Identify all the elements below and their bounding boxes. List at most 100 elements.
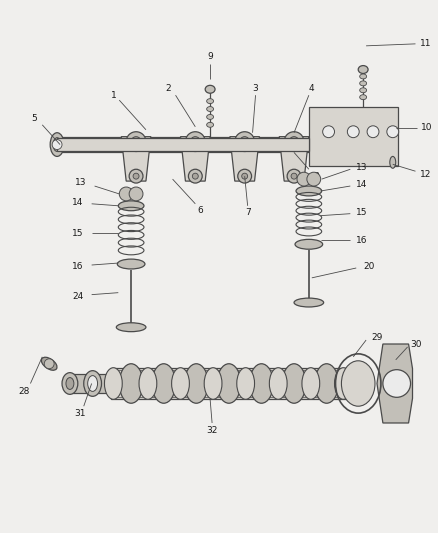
Text: 20: 20 bbox=[363, 262, 374, 271]
Text: 16: 16 bbox=[72, 262, 84, 271]
Circle shape bbox=[129, 187, 143, 201]
Ellipse shape bbox=[295, 239, 323, 249]
Text: 29: 29 bbox=[371, 333, 382, 342]
Ellipse shape bbox=[207, 99, 214, 103]
Polygon shape bbox=[111, 368, 353, 399]
Text: 16: 16 bbox=[356, 236, 368, 245]
Circle shape bbox=[291, 173, 297, 179]
Circle shape bbox=[119, 187, 133, 201]
Circle shape bbox=[52, 140, 62, 149]
Ellipse shape bbox=[117, 323, 146, 332]
Polygon shape bbox=[57, 138, 309, 151]
Circle shape bbox=[129, 169, 143, 183]
Ellipse shape bbox=[302, 368, 320, 399]
Ellipse shape bbox=[358, 66, 368, 74]
Ellipse shape bbox=[117, 259, 145, 269]
Circle shape bbox=[131, 136, 141, 147]
Circle shape bbox=[347, 126, 359, 138]
Polygon shape bbox=[230, 136, 259, 181]
Circle shape bbox=[240, 136, 250, 147]
Ellipse shape bbox=[119, 364, 143, 403]
Text: 1: 1 bbox=[110, 91, 116, 100]
Circle shape bbox=[367, 126, 379, 138]
Text: 10: 10 bbox=[421, 123, 433, 132]
Ellipse shape bbox=[360, 81, 367, 86]
Ellipse shape bbox=[50, 133, 64, 156]
Ellipse shape bbox=[294, 298, 324, 307]
Circle shape bbox=[387, 126, 399, 138]
Ellipse shape bbox=[53, 138, 61, 151]
Circle shape bbox=[188, 169, 202, 183]
Circle shape bbox=[133, 173, 139, 179]
Text: 28: 28 bbox=[19, 387, 30, 396]
Ellipse shape bbox=[152, 364, 176, 403]
Circle shape bbox=[383, 370, 410, 397]
Circle shape bbox=[307, 172, 321, 186]
Text: 15: 15 bbox=[72, 229, 84, 238]
Ellipse shape bbox=[204, 368, 222, 399]
Circle shape bbox=[289, 136, 299, 147]
Circle shape bbox=[297, 172, 311, 186]
Ellipse shape bbox=[217, 364, 241, 403]
Polygon shape bbox=[180, 136, 210, 181]
Text: 5: 5 bbox=[32, 115, 37, 124]
Text: 9: 9 bbox=[207, 52, 213, 61]
Circle shape bbox=[185, 132, 205, 151]
Ellipse shape bbox=[250, 364, 273, 403]
Ellipse shape bbox=[172, 368, 189, 399]
Circle shape bbox=[235, 132, 254, 151]
Ellipse shape bbox=[282, 364, 306, 403]
Polygon shape bbox=[72, 374, 114, 393]
Text: 8: 8 bbox=[314, 172, 320, 181]
Ellipse shape bbox=[84, 370, 102, 397]
Text: 13: 13 bbox=[75, 177, 87, 187]
Polygon shape bbox=[57, 136, 309, 152]
Ellipse shape bbox=[205, 85, 215, 93]
Ellipse shape bbox=[360, 88, 367, 93]
Text: 12: 12 bbox=[420, 169, 432, 179]
Polygon shape bbox=[111, 370, 348, 397]
Text: 14: 14 bbox=[72, 198, 84, 207]
Circle shape bbox=[44, 359, 54, 369]
Text: 2: 2 bbox=[166, 84, 171, 93]
Ellipse shape bbox=[296, 186, 321, 196]
Polygon shape bbox=[279, 136, 309, 181]
Circle shape bbox=[126, 132, 146, 151]
Ellipse shape bbox=[269, 368, 287, 399]
Ellipse shape bbox=[118, 201, 144, 211]
Circle shape bbox=[242, 173, 247, 179]
Circle shape bbox=[238, 169, 251, 183]
Text: 15: 15 bbox=[356, 208, 368, 217]
Ellipse shape bbox=[360, 95, 367, 100]
Ellipse shape bbox=[207, 115, 214, 119]
Ellipse shape bbox=[335, 368, 352, 399]
Polygon shape bbox=[377, 344, 413, 423]
Circle shape bbox=[192, 173, 198, 179]
Text: 7: 7 bbox=[245, 208, 251, 217]
Ellipse shape bbox=[315, 364, 339, 403]
Ellipse shape bbox=[390, 156, 396, 168]
Text: 14: 14 bbox=[356, 180, 367, 189]
Ellipse shape bbox=[139, 368, 157, 399]
Text: 32: 32 bbox=[206, 426, 218, 435]
Ellipse shape bbox=[237, 368, 254, 399]
Polygon shape bbox=[57, 139, 309, 150]
Ellipse shape bbox=[62, 373, 78, 394]
Circle shape bbox=[284, 132, 304, 151]
Polygon shape bbox=[121, 136, 151, 181]
Ellipse shape bbox=[105, 368, 122, 399]
Text: 24: 24 bbox=[72, 292, 84, 301]
Ellipse shape bbox=[41, 357, 57, 370]
Text: 11: 11 bbox=[420, 39, 432, 49]
Circle shape bbox=[287, 169, 301, 183]
Text: 30: 30 bbox=[410, 340, 422, 349]
Ellipse shape bbox=[342, 361, 375, 406]
Ellipse shape bbox=[66, 377, 74, 390]
Text: 6: 6 bbox=[198, 206, 203, 215]
Circle shape bbox=[191, 136, 200, 147]
Ellipse shape bbox=[207, 123, 214, 127]
Text: 4: 4 bbox=[309, 84, 314, 93]
Polygon shape bbox=[309, 107, 398, 166]
Text: 31: 31 bbox=[74, 409, 85, 418]
Text: 13: 13 bbox=[356, 163, 368, 172]
